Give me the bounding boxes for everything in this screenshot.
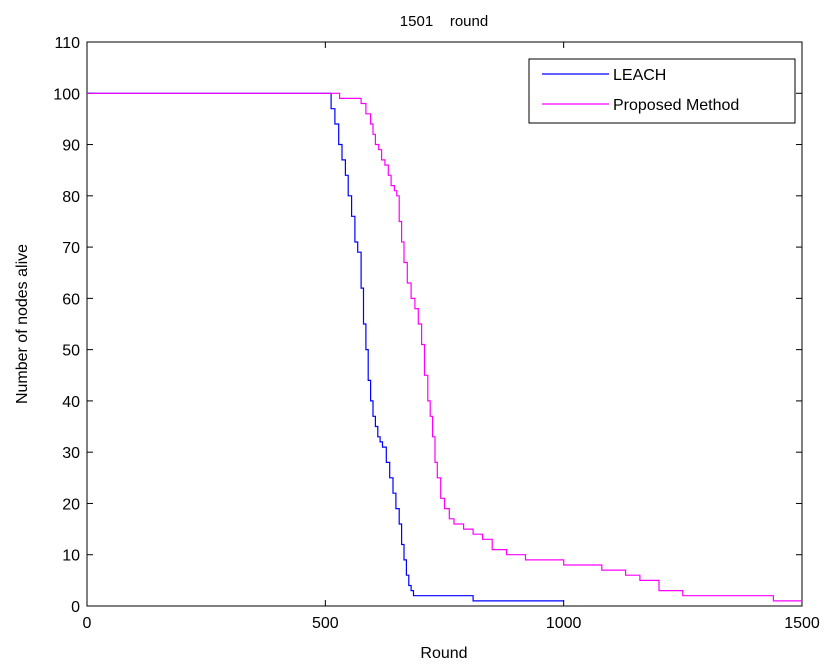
y-tick-label: 40 (62, 394, 80, 411)
y-tick-label: 0 (71, 599, 80, 616)
x-tick-label: 500 (312, 615, 339, 632)
y-tick-label: 50 (62, 343, 80, 360)
legend: LEACH Proposed Method (528, 58, 796, 124)
y-tick-label: 60 (62, 291, 80, 308)
series-line-proposed-method (87, 92, 802, 602)
y-tick-label: 70 (62, 240, 80, 257)
x-tick-label: 1500 (784, 615, 820, 632)
series-line-leach (87, 92, 564, 602)
legend-label: LEACH (613, 67, 666, 84)
chart-title: 1501 round (400, 13, 488, 30)
y-tick-label: 10 (62, 548, 80, 565)
y-tick-label: 80 (62, 189, 80, 206)
x-axis-label: Round (420, 645, 467, 662)
y-tick-label: 20 (62, 496, 80, 513)
legend-label: Proposed Method (613, 97, 739, 114)
axes-frame (86, 41, 803, 607)
y-tick-label: 110 (54, 35, 80, 52)
x-tick-label: 1000 (546, 615, 582, 632)
plot-area: 0 10 20 30 40 50 60 70 80 90 100 110 0 500 1000 1500 LEA… (53, 35, 820, 632)
y-tick-label: 90 (62, 138, 80, 155)
legend-box (528, 58, 796, 124)
y-axis-label: Number of nodes alive (14, 244, 31, 404)
y-tick-label: 30 (62, 445, 80, 462)
y-tick-label: 100 (53, 86, 80, 103)
x-tick-label: 0 (83, 615, 92, 632)
